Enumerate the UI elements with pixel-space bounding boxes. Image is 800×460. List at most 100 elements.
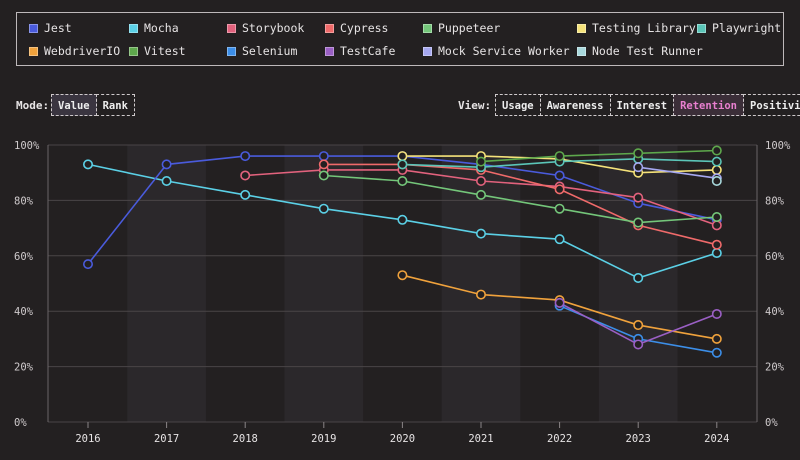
- legend-swatch: [129, 46, 138, 56]
- data-point-vitest: [711, 145, 722, 156]
- series-line-mock-service-worker: [638, 166, 717, 179]
- legend-item-playwright[interactable]: Playwright: [697, 21, 781, 35]
- data-point-cypress: [711, 239, 722, 250]
- data-point-vitest: [554, 151, 565, 162]
- legend-item-vitest[interactable]: Vitest: [129, 44, 186, 58]
- x-tick-label: 2016: [75, 433, 100, 445]
- legend-label: Vitest: [144, 44, 186, 58]
- legend-label: TestCafe: [340, 44, 396, 58]
- data-point-jest: [83, 259, 94, 270]
- y-tick-label-right: 0%: [765, 417, 778, 429]
- legend-label: Testing Library: [592, 21, 696, 35]
- legend-item-cypress[interactable]: Cypress: [325, 21, 388, 35]
- view-label: View:: [458, 99, 492, 112]
- legend-item-testing-library[interactable]: Testing Library: [577, 21, 696, 35]
- data-point-storybook: [240, 170, 251, 181]
- legend-label: Selenium: [242, 44, 298, 58]
- data-point-mocha: [397, 214, 408, 225]
- y-tick-label-right: 20%: [765, 362, 785, 374]
- chart-legend: Jest Mocha Storybook Cypress Puppeteer Testin…: [16, 12, 784, 66]
- y-tick-label-right: 100%: [765, 140, 791, 152]
- data-point-jest: [161, 159, 172, 170]
- data-point-mocha: [240, 189, 251, 200]
- legend-swatch: [227, 23, 236, 33]
- legend-item-webdriverio[interactable]: WebdriverIO: [29, 44, 120, 58]
- legend-swatch: [423, 46, 432, 56]
- view-retention-button[interactable]: Retention: [673, 94, 744, 116]
- x-tick-label: 2023: [626, 433, 651, 445]
- data-point-mocha: [633, 272, 644, 283]
- data-point-storybook: [633, 192, 644, 203]
- data-point-selenium: [711, 347, 722, 358]
- data-point-puppeteer: [318, 170, 329, 181]
- legend-item-storybook[interactable]: Storybook: [227, 21, 304, 35]
- data-point-mocha: [475, 228, 486, 239]
- data-point-webdriverio: [397, 270, 408, 281]
- y-tick-label-left: 60%: [14, 251, 34, 263]
- legend-label: Playwright: [712, 21, 782, 35]
- legend-swatch: [29, 46, 38, 56]
- y-tick-label-left: 20%: [14, 362, 34, 374]
- y-tick-label-right: 40%: [765, 306, 785, 318]
- data-point-jest: [240, 151, 251, 162]
- y-tick-label-left: 0%: [14, 417, 27, 429]
- view-toggle: UsageAwarenessInterestRetentionPositivit…: [495, 94, 800, 116]
- y-tick-label-right: 80%: [765, 195, 785, 207]
- data-point-testcafe: [633, 339, 644, 350]
- data-point-jest: [554, 170, 565, 181]
- column-band: [598, 145, 678, 422]
- legend-swatch: [423, 23, 432, 33]
- legend-item-jest[interactable]: Jest: [29, 21, 72, 35]
- x-tick-label: 2018: [233, 433, 258, 445]
- column-band: [441, 145, 521, 422]
- view-positivity-button[interactable]: Positivity: [743, 94, 800, 116]
- legend-item-puppeteer[interactable]: Puppeteer: [423, 21, 500, 35]
- legend-item-testcafe[interactable]: TestCafe: [325, 44, 395, 58]
- data-point-webdriverio: [475, 289, 486, 300]
- data-point-vitest: [633, 148, 644, 159]
- x-tick-label: 2024: [704, 433, 729, 445]
- series-line-vitest: [480, 149, 717, 163]
- mode-value-button[interactable]: Value: [51, 94, 97, 116]
- data-point-cypress: [318, 159, 329, 170]
- legend-swatch: [325, 23, 334, 33]
- data-point-puppeteer: [397, 176, 408, 187]
- legend-label: Cypress: [340, 21, 389, 35]
- data-point-puppeteer: [633, 217, 644, 228]
- data-point-node-test-runner: [711, 176, 722, 187]
- y-tick-label-right: 60%: [765, 251, 785, 263]
- legend-swatch: [325, 46, 334, 56]
- mode-rank-button[interactable]: Rank: [95, 94, 135, 116]
- data-point-cypress: [554, 184, 565, 195]
- mode-toggle: Value Rank: [51, 94, 135, 116]
- data-point-vitest: [475, 156, 486, 167]
- legend-label: Puppeteer: [438, 21, 501, 35]
- data-point-testing-library: [711, 164, 722, 175]
- series-line-cypress: [323, 163, 717, 246]
- data-point-testcafe: [711, 308, 722, 319]
- series-line-puppeteer: [323, 174, 717, 224]
- data-point-mocha: [554, 234, 565, 245]
- legend-item-selenium[interactable]: Selenium: [227, 44, 297, 58]
- legend-swatch: [577, 23, 586, 33]
- legend-label: Node Test Runner: [592, 44, 703, 58]
- column-band: [127, 145, 206, 422]
- y-tick-label-left: 80%: [14, 195, 34, 207]
- legend-swatch: [577, 46, 586, 56]
- x-tick-label: 2020: [390, 433, 415, 445]
- legend-swatch: [29, 23, 38, 33]
- data-point-testing-library: [397, 151, 408, 162]
- data-point-storybook: [475, 176, 486, 187]
- x-tick-label: 2021: [468, 433, 493, 445]
- column-band: [284, 145, 364, 422]
- legend-swatch: [227, 46, 236, 56]
- legend-item-mock-service-worker[interactable]: Mock Service Worker: [423, 44, 570, 58]
- legend-item-node-test-runner[interactable]: Node Test Runner: [577, 44, 703, 58]
- x-tick-label: 2019: [311, 433, 336, 445]
- mode-label: Mode:: [16, 99, 50, 112]
- legend-item-mocha[interactable]: Mocha: [129, 21, 179, 35]
- legend-label: Jest: [44, 21, 72, 35]
- data-point-puppeteer: [711, 212, 722, 223]
- legend-label: Mock Service Worker: [438, 44, 570, 58]
